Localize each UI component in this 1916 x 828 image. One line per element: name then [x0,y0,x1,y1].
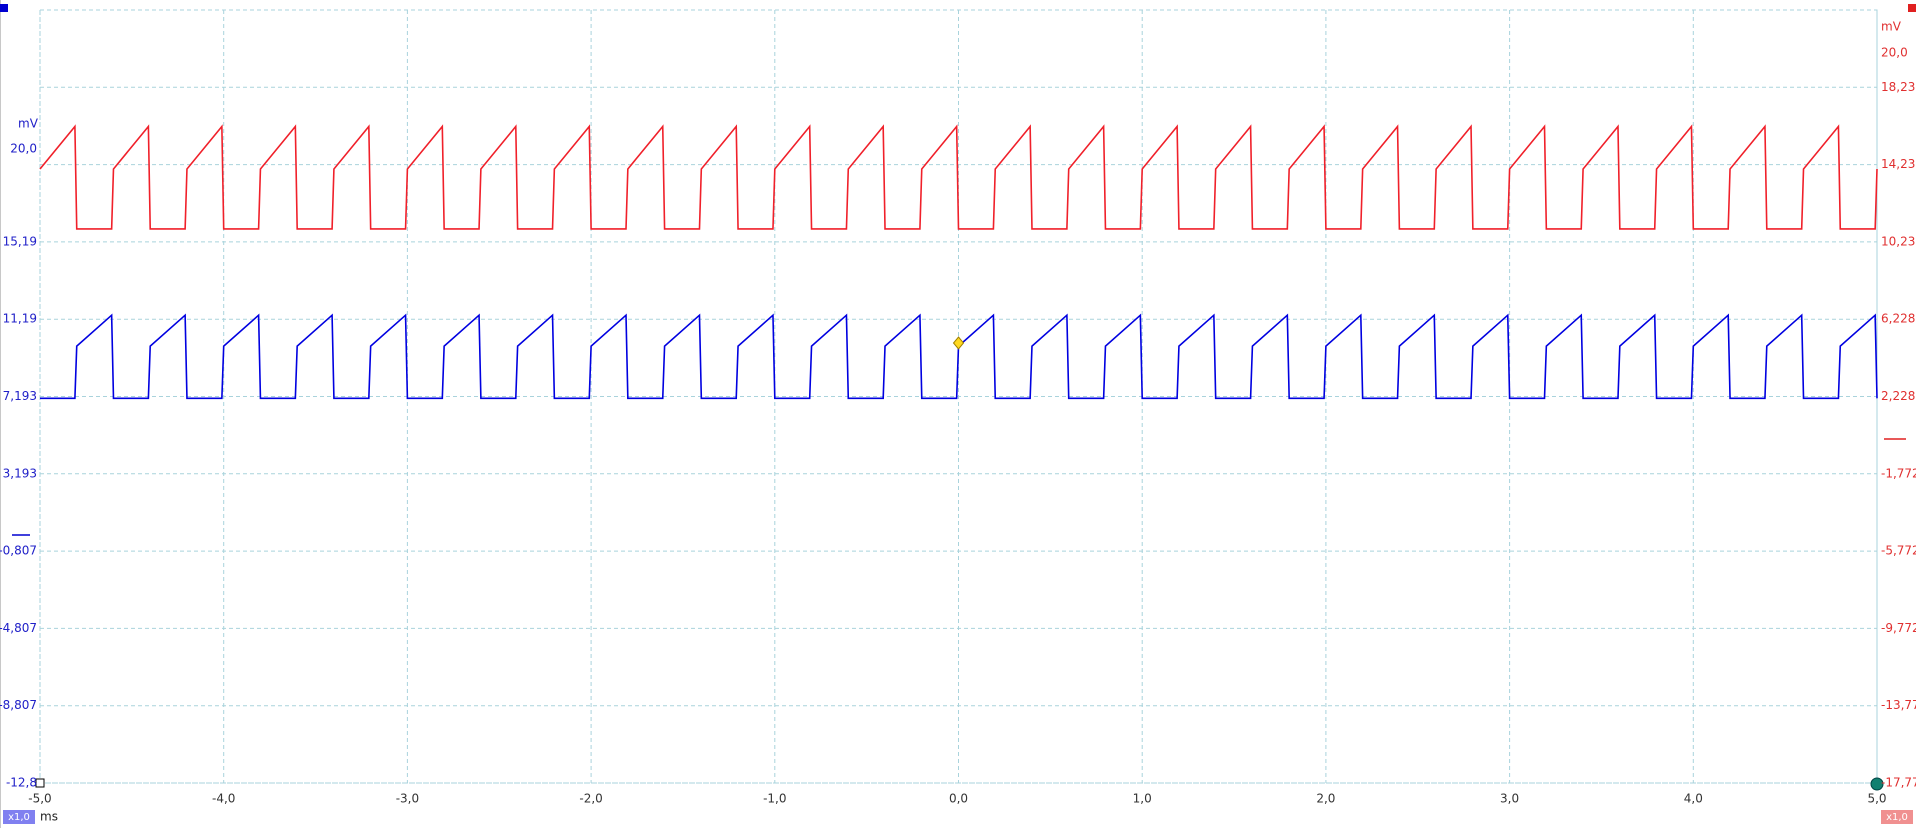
y-axis-unit: mV [18,117,39,131]
y2-tick-label: 14,23 [1881,157,1915,171]
x-tick-label: 4,0 [1684,792,1703,806]
y-tick-label: -12,8 [6,776,37,790]
x-tick-label: -3,0 [396,792,419,806]
x-tick-label: 1,0 [1133,792,1152,806]
x-tick-label: -1,0 [763,792,786,806]
channel-b-marker [1908,4,1916,12]
y2-scale-badge[interactable] [1881,810,1913,824]
x-tick-label: -4,0 [212,792,235,806]
y-tick-label: 11,19 [3,312,37,326]
trigger-marker [952,336,965,350]
y-tick-label: 15,19 [3,234,37,248]
y-scale-label: x1,0 [8,812,30,823]
y2-tick-label: 10,23 [1881,234,1915,248]
y2-scale-label: x1,0 [1886,812,1908,823]
y2-tick-label: -5,772 [1881,544,1916,558]
y2-tick-label: 18,23 [1881,80,1915,94]
y-tick-label: -4,807 [0,621,37,635]
y-tick-label: 3,193 [3,466,37,480]
y2-tick-label: -9,772 [1881,621,1916,635]
x-tick-label: 5,0 [1867,792,1886,806]
x-tick-label: 3,0 [1500,792,1519,806]
y2-tick-label: -17,77 [1881,776,1916,790]
y-tick-label: -8,807 [0,698,37,712]
y-scale-badge[interactable] [3,810,35,824]
y2-tick-label: 2,228 [1881,389,1915,403]
y2-tick-label: 20,0 [1881,46,1908,60]
y2-tick-label: -13,77 [1881,698,1916,712]
x-tick-label: 2,0 [1316,792,1335,806]
waveform [39,124,1878,230]
y2-axis-unit: mV [1881,20,1902,34]
time-handle[interactable] [1870,777,1884,791]
channel-a-marker [0,4,8,12]
y-tick-label: 7,193 [3,389,37,403]
x-axis-unit: ms [40,810,58,824]
y-tick-label: -0,807 [0,544,37,558]
y2-tick-label: 6,228 [1881,312,1915,326]
x-tick-label: 0,0 [949,792,968,806]
ruler-handle[interactable] [35,778,45,788]
y2-tick-label: -1,772 [1881,466,1916,480]
y-tick-label: 20,0 [10,142,37,156]
x-tick-label: -5,0 [28,792,51,806]
x-tick-label: -2,0 [579,792,602,806]
